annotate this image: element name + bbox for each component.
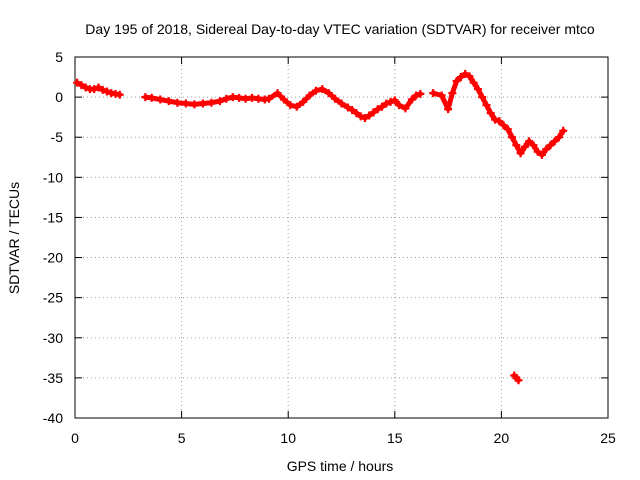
- ticks: 0 5 10 15 20 25 5 0 -5 -10 -15 -20 -25 -30 -35 -40: [43, 49, 616, 446]
- y-tick-label: -15: [43, 209, 63, 225]
- data-band-segment: [413, 91, 423, 99]
- x-axis-label: GPS time / hours: [287, 458, 394, 474]
- x-tick-label: 20: [494, 430, 510, 446]
- y-tick-label: 5: [55, 49, 63, 65]
- data-band-segment: [556, 128, 566, 140]
- y-tick-label: -25: [43, 290, 63, 306]
- data-band-segment: [445, 90, 455, 112]
- x-tick-label: 15: [387, 430, 403, 446]
- plot-frame: [74, 56, 609, 419]
- y-tick-label: -5: [51, 129, 64, 145]
- data-band-segment: [113, 91, 123, 98]
- x-tick-label: 25: [600, 430, 616, 446]
- x-tick-label: 5: [178, 430, 186, 446]
- y-tick-label: -30: [43, 330, 63, 346]
- data-band-segment: [513, 375, 521, 383]
- y-tick-label: -10: [43, 169, 63, 185]
- y-axis-label: SDTVAR / TECUs: [6, 182, 22, 294]
- y-tick-label: -20: [43, 250, 63, 266]
- y-tick-label: -35: [43, 370, 63, 386]
- x-tick-label: 0: [71, 430, 79, 446]
- chart-title: Day 195 of 2018, Sidereal Day-to-day VTE…: [85, 21, 595, 37]
- y-tick-label: 0: [55, 89, 63, 105]
- x-tick-label: 10: [280, 430, 296, 446]
- y-tick-label: -40: [43, 410, 63, 426]
- grid: [75, 57, 608, 418]
- data-points: [73, 69, 568, 385]
